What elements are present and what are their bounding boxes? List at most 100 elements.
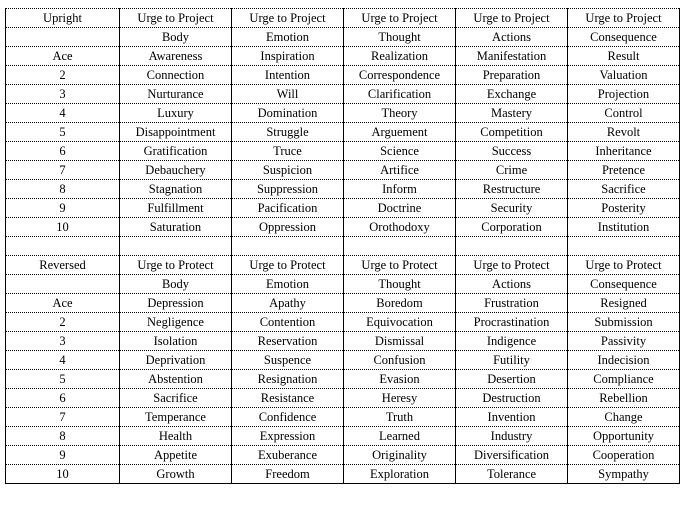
table-cell: Thought: [343, 27, 456, 47]
upright-row: 4 Luxury Domination Theory Mastery Control: [5, 103, 680, 123]
reversed-row: 7 Temperance Confidence Truth Invention Chang…: [5, 407, 680, 427]
table-cell: Gratification: [119, 141, 232, 161]
empty-cell: [343, 236, 456, 256]
table-cell: Suspicion: [231, 160, 344, 180]
table-cell: Industry: [455, 426, 568, 446]
table-cell: Intention: [231, 65, 344, 85]
table-cell: Science: [343, 141, 456, 161]
table-cell: Urge to Protect: [119, 255, 232, 275]
table-cell: Sacrifice: [567, 179, 680, 199]
reversed-row: 9 Appetite Exuberance Originality Diversific…: [5, 445, 680, 465]
table-cell: Heresy: [343, 388, 456, 408]
reversed-row: 3 Isolation Reservation Dismissal Indigence P…: [5, 331, 680, 351]
table-cell: Equivocation: [343, 312, 456, 332]
table-cell: Compliance: [567, 369, 680, 389]
row-label-cell: 2: [5, 312, 120, 332]
upright-row: Ace Awareness Inspiration Realization Manife…: [5, 46, 680, 66]
upright-row: 2 Connection Intention Correspondence Prepar…: [5, 65, 680, 85]
row-label-cell: 10: [5, 217, 120, 237]
table-cell: Fulfillment: [119, 198, 232, 218]
row-label-cell: 5: [5, 369, 120, 389]
table-cell: Inheritance: [567, 141, 680, 161]
table-cell: Change: [567, 407, 680, 427]
row-label-cell: 9: [5, 445, 120, 465]
tarot-meaning-table: Upright Urge to Project Urge to Project Urg…: [5, 8, 680, 484]
table-cell: Abstention: [119, 369, 232, 389]
table-cell: Cooperation: [567, 445, 680, 465]
table-cell: Inspiration: [231, 46, 344, 66]
table-cell: Security: [455, 198, 568, 218]
table-cell: Contention: [231, 312, 344, 332]
table-cell: Theory: [343, 103, 456, 123]
empty-cell: [231, 236, 344, 256]
reversed-row: 4 Deprivation Suspence Confusion Futility Ind…: [5, 350, 680, 370]
row-label-cell: 3: [5, 331, 120, 351]
table-cell: Suppression: [231, 179, 344, 199]
table-cell: Evasion: [343, 369, 456, 389]
table-cell: Manifestation: [455, 46, 568, 66]
row-label-cell: 9: [5, 198, 120, 218]
table-cell: Boredom: [343, 293, 456, 313]
row-label-cell: 10: [5, 464, 120, 484]
table-cell: Opportunity: [567, 426, 680, 446]
table-cell: Urge to Protect: [231, 255, 344, 275]
table-cell: Urge to Protect: [455, 255, 568, 275]
row-label-cell: 6: [5, 141, 120, 161]
table-cell: Futility: [455, 350, 568, 370]
table-cell: Confidence: [231, 407, 344, 427]
table-cell: Pretence: [567, 160, 680, 180]
table-cell: Sympathy: [567, 464, 680, 484]
upright-row: Upright Urge to Project Urge to Project Urg…: [5, 8, 680, 28]
reversed-row: 6 Sacrifice Resistance Heresy Destruction Reb…: [5, 388, 680, 408]
table-cell: Urge to Project: [455, 8, 568, 28]
table-cell: Competition: [455, 122, 568, 142]
table-cell: Urge to Project: [567, 8, 680, 28]
table-cell: Destruction: [455, 388, 568, 408]
table-cell: Confusion: [343, 350, 456, 370]
table-cell: Emotion: [231, 27, 344, 47]
row-label-cell: 7: [5, 160, 120, 180]
row-label-cell: 3: [5, 84, 120, 104]
table-cell: Growth: [119, 464, 232, 484]
table-cell: Preparation: [455, 65, 568, 85]
upright-row: 8 Stagnation Suppression Inform Restructure S…: [5, 179, 680, 199]
table-cell: Expression: [231, 426, 344, 446]
spacer-row: [5, 236, 680, 256]
table-cell: Negligence: [119, 312, 232, 332]
table-cell: Disappointment: [119, 122, 232, 142]
table-cell: Artifice: [343, 160, 456, 180]
table-cell: Saturation: [119, 217, 232, 237]
table-cell: Passivity: [567, 331, 680, 351]
table-cell: Diversification: [455, 445, 568, 465]
table-cell: Doctrine: [343, 198, 456, 218]
table-cell: Domination: [231, 103, 344, 123]
table-cell: Awareness: [119, 46, 232, 66]
table-cell: Emotion: [231, 274, 344, 294]
table-cell: Submission: [567, 312, 680, 332]
reversed-row: Ace Depression Apathy Boredom Frustration Res…: [5, 293, 680, 313]
table-cell: Exploration: [343, 464, 456, 484]
table-cell: Crime: [455, 160, 568, 180]
table-cell: Dismissal: [343, 331, 456, 351]
table-cell: Exchange: [455, 84, 568, 104]
table-cell: Realization: [343, 46, 456, 66]
table-cell: Suspence: [231, 350, 344, 370]
row-label-cell: 4: [5, 103, 120, 123]
reversed-row: 5 Abstention Resignation Evasion Desertion Co…: [5, 369, 680, 389]
upright-row: 5 Disappointment Struggle Arguement Competit…: [5, 122, 680, 142]
table-cell: Struggle: [231, 122, 344, 142]
table-cell: Resistance: [231, 388, 344, 408]
table-cell: Resigned: [567, 293, 680, 313]
table-cell: Restructure: [455, 179, 568, 199]
table-cell: Revolt: [567, 122, 680, 142]
table-cell: Mastery: [455, 103, 568, 123]
table-cell: Actions: [455, 27, 568, 47]
table-cell: Inform: [343, 179, 456, 199]
table-cell: Institution: [567, 217, 680, 237]
table-cell: Thought: [343, 274, 456, 294]
table-cell: Exuberance: [231, 445, 344, 465]
table-cell: Learned: [343, 426, 456, 446]
reversed-row: Reversed Urge to Protect Urge to Protect Ur…: [5, 255, 680, 275]
table-cell: Health: [119, 426, 232, 446]
table-cell: Invention: [455, 407, 568, 427]
